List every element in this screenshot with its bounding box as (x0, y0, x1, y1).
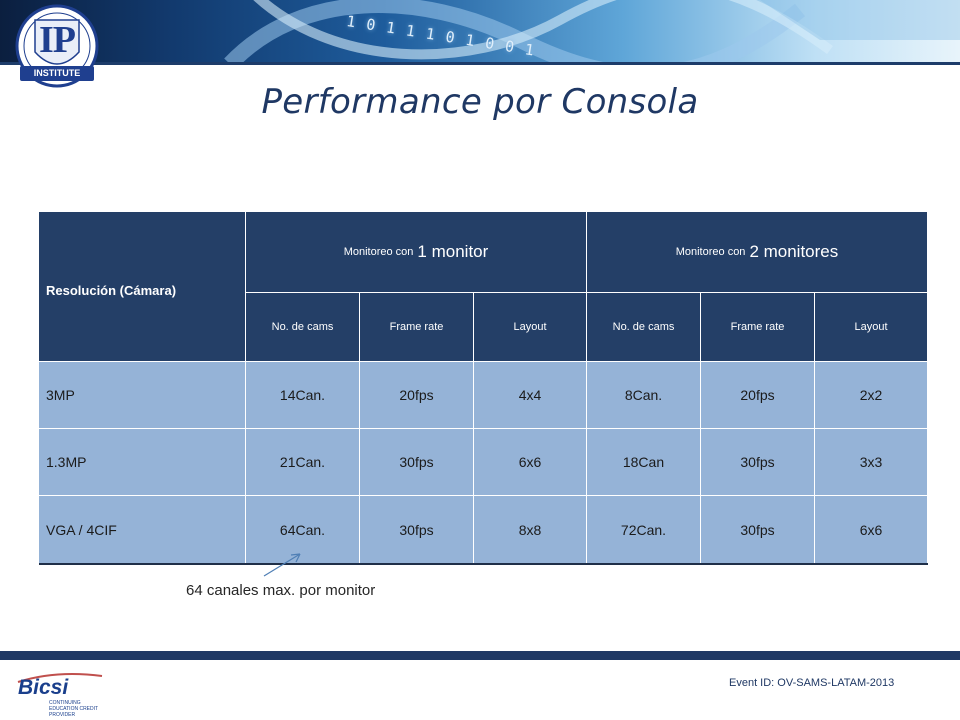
page-title: Performance por Consola (261, 82, 699, 122)
cell-layout: 2x2 (815, 362, 928, 429)
row-resolution: 1.3MP (39, 429, 246, 496)
cell-cams: 21Can. (246, 429, 360, 496)
cell-layout: 3x3 (815, 429, 928, 496)
subheader-layout: Layout (474, 293, 587, 362)
cell-frame-rate: 30fps (360, 429, 474, 496)
banner-divider (0, 62, 960, 65)
cell-cams: 18Can (587, 429, 701, 496)
subheader-cams: No. de cams (587, 293, 701, 362)
annotation-note: 64 canales max. por monitor (186, 582, 376, 599)
table-bottom-border (39, 563, 928, 565)
cell-layout: 6x6 (474, 429, 587, 496)
header-group-2-monitores: Monitoreo con 2 monitores (587, 212, 928, 293)
logo-ribbon: INSTITUTE (20, 66, 94, 81)
cell-frame-rate: 30fps (360, 496, 474, 564)
subheader-cams: No. de cams (246, 293, 360, 362)
subheader-layout: Layout (815, 293, 928, 362)
group-large-label: 2 monitores (749, 242, 839, 261)
cell-layout: 8x8 (474, 496, 587, 564)
group-large-label: 1 monitor (417, 242, 489, 261)
cell-cams: 72Can. (587, 496, 701, 564)
cell-cams: 8Can. (587, 362, 701, 429)
group-small-label: Monitoreo con (343, 246, 414, 258)
header-banner: 1 0 1 1 1 0 1 0 0 1 (0, 0, 960, 64)
header-resolution: Resolución (Cámara) (39, 212, 246, 362)
bicsi-subtitle: CONTINUING EDUCATION CREDIT PROVIDER (49, 700, 98, 718)
footer-bar (0, 651, 960, 660)
bicsi-wordmark: Bicsi (18, 676, 69, 699)
group-small-label: Monitoreo con (675, 246, 746, 258)
row-resolution: 3MP (39, 362, 246, 429)
annotation-arrow-icon (263, 553, 301, 577)
row-resolution: VGA / 4CIF (39, 496, 246, 564)
cell-frame-rate: 30fps (701, 429, 815, 496)
logo-letters: IP (39, 19, 76, 61)
cell-layout: 4x4 (474, 362, 587, 429)
subheader-frame-rate: Frame rate (360, 293, 474, 362)
header-group-1-monitor: Monitoreo con 1 monitor (246, 212, 587, 293)
bicsi-swoosh-icon (17, 673, 103, 683)
cell-cams: 14Can. (246, 362, 360, 429)
cell-frame-rate: 20fps (701, 362, 815, 429)
bicsi-logo: Bicsi CONTINUING EDUCATION CREDIT PROVID… (14, 672, 134, 718)
ip-institute-logo: IP INSTITUTE (12, 4, 102, 92)
performance-table: Resolución (Cámara) Monitoreo con 1 moni… (39, 212, 928, 564)
cell-frame-rate: 30fps (701, 496, 815, 564)
cell-layout: 6x6 (815, 496, 928, 564)
event-id: Event ID: OV-SAMS-LATAM-2013 (729, 677, 895, 689)
cell-frame-rate: 20fps (360, 362, 474, 429)
subheader-frame-rate: Frame rate (701, 293, 815, 362)
